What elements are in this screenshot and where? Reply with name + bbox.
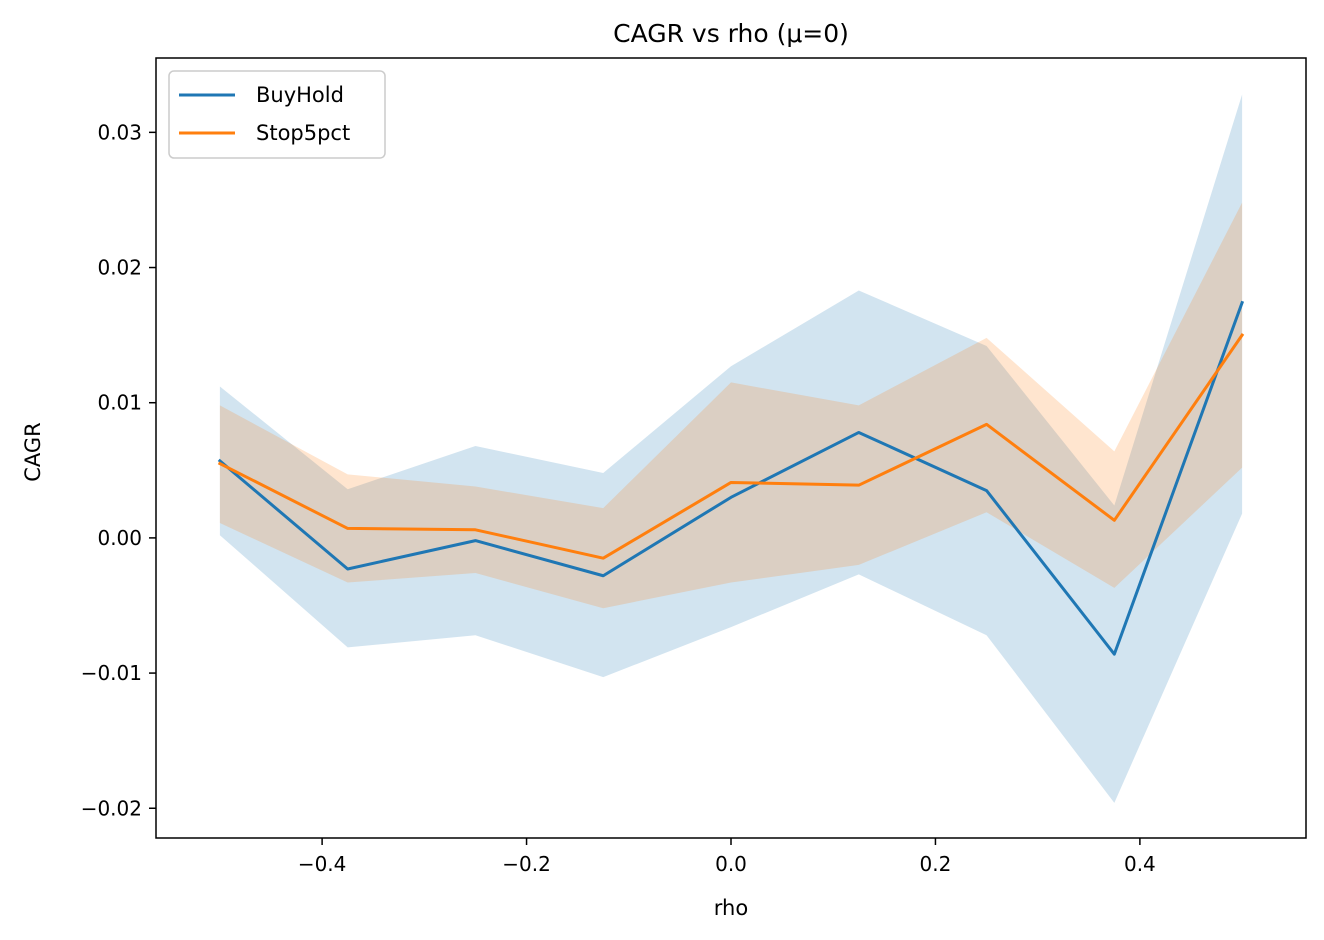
y-axis-label: CAGR	[21, 422, 45, 482]
legend-label-stop5pct: Stop5pct	[256, 121, 350, 145]
legend: BuyHold Stop5pct	[168, 70, 386, 159]
x-axis-label: rho	[714, 896, 748, 920]
x-tick-label: 0.0	[715, 852, 747, 876]
x-tick-label: −0.2	[502, 852, 551, 876]
x-tick-label: 0.4	[1124, 852, 1156, 876]
y-tick-label: 0.03	[97, 120, 142, 144]
y-tick-label: −0.01	[81, 661, 142, 685]
x-axis: −0.4 −0.2 0.0 0.2 0.4	[298, 838, 1156, 876]
series-lines	[217, 300, 1245, 656]
band-stop5pct	[219, 202, 1243, 609]
y-tick-label: 0.02	[97, 256, 142, 280]
y-tick-label: −0.02	[81, 796, 142, 820]
x-tick-label: −0.4	[298, 852, 347, 876]
confidence-bands	[219, 94, 1243, 803]
y-tick-label: 0.00	[97, 526, 142, 550]
series-line-stop5pct	[217, 333, 1245, 560]
y-axis: −0.02 −0.01 0.00 0.01 0.02 0.03	[81, 120, 156, 820]
band-buyhold	[219, 94, 1243, 803]
x-tick-label: 0.2	[920, 852, 952, 876]
y-tick-label: 0.01	[97, 391, 142, 415]
legend-box	[168, 70, 386, 159]
plot-area	[155, 57, 1307, 839]
chart-title: CAGR vs rho (μ=0)	[613, 19, 849, 48]
legend-label-buyhold: BuyHold	[256, 83, 344, 107]
series-line-buyhold	[217, 300, 1245, 656]
plot-background	[156, 58, 1306, 838]
